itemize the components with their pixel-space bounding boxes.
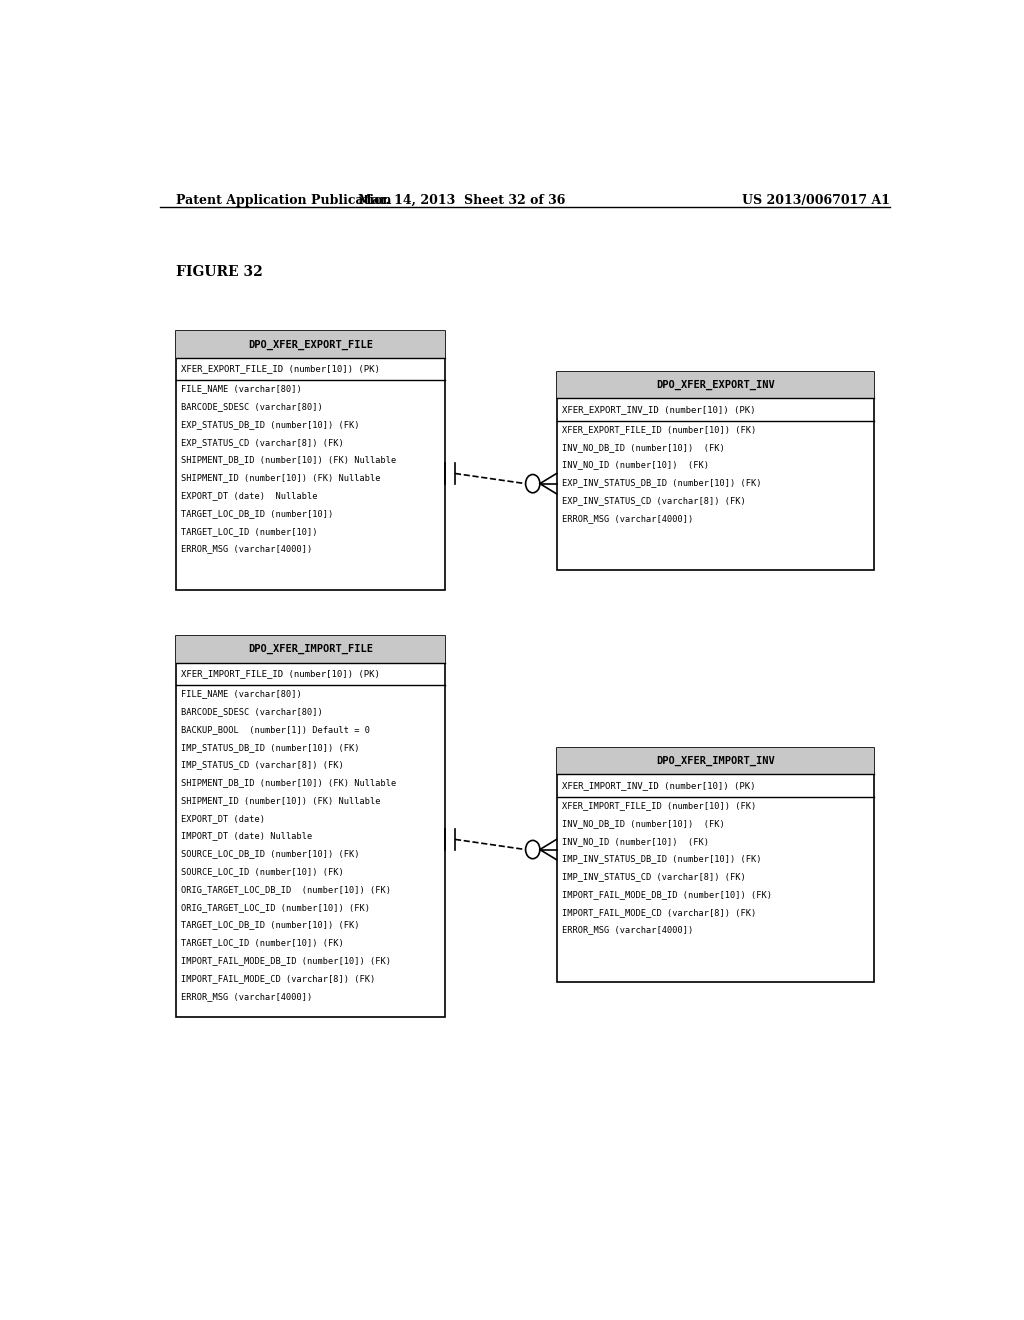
Bar [557, 372, 874, 399]
Text: XFER_EXPORT_FILE_ID (number[10]) (PK): XFER_EXPORT_FILE_ID (number[10]) (PK) [181, 364, 380, 374]
Text: IMP_INV_STATUS_CD (varchar[8]) (FK): IMP_INV_STATUS_CD (varchar[8]) (FK) [562, 873, 745, 882]
Bar [557, 748, 874, 982]
Text: INV_NO_ID (number[10])  (FK): INV_NO_ID (number[10]) (FK) [562, 837, 709, 846]
Bar [176, 636, 445, 1018]
Text: XFER_IMPORT_FILE_ID (number[10]) (PK): XFER_IMPORT_FILE_ID (number[10]) (PK) [181, 669, 380, 678]
Text: IMP_INV_STATUS_DB_ID (number[10]) (FK): IMP_INV_STATUS_DB_ID (number[10]) (FK) [562, 854, 762, 863]
Text: SHIPMENT_ID (number[10]) (FK) Nullable: SHIPMENT_ID (number[10]) (FK) Nullable [181, 796, 381, 805]
Text: EXPORT_DT (date)  Nullable: EXPORT_DT (date) Nullable [181, 491, 317, 500]
Text: XFER_EXPORT_FILE_ID (number[10]) (FK): XFER_EXPORT_FILE_ID (number[10]) (FK) [562, 425, 757, 434]
Text: IMP_STATUS_DB_ID (number[10]) (FK): IMP_STATUS_DB_ID (number[10]) (FK) [181, 743, 359, 751]
Text: BARCODE_SDESC (varchar[80]): BARCODE_SDESC (varchar[80]) [181, 403, 323, 411]
Bar [176, 636, 445, 663]
Bar [557, 748, 874, 775]
Text: DPO_XFER_EXPORT_INV: DPO_XFER_EXPORT_INV [656, 380, 774, 391]
Text: TARGET_LOC_DB_ID (number[10]): TARGET_LOC_DB_ID (number[10]) [181, 510, 334, 517]
Text: XFER_IMPORT_INV_ID (number[10]) (PK): XFER_IMPORT_INV_ID (number[10]) (PK) [562, 781, 756, 789]
Text: TARGET_LOC_ID (number[10]): TARGET_LOC_ID (number[10]) [181, 527, 317, 536]
Text: SOURCE_LOC_ID (number[10]) (FK): SOURCE_LOC_ID (number[10]) (FK) [181, 867, 344, 876]
Text: EXPORT_DT (date): EXPORT_DT (date) [181, 814, 265, 822]
Text: IMPORT_FAIL_MODE_DB_ID (number[10]) (FK): IMPORT_FAIL_MODE_DB_ID (number[10]) (FK) [181, 956, 391, 965]
Text: DPO_XFER_IMPORT_FILE: DPO_XFER_IMPORT_FILE [248, 644, 373, 655]
Text: FILE_NAME (varchar[80]): FILE_NAME (varchar[80]) [181, 384, 302, 393]
Text: EXP_STATUS_DB_ID (number[10]) (FK): EXP_STATUS_DB_ID (number[10]) (FK) [181, 420, 359, 429]
Text: FILE_NAME (varchar[80]): FILE_NAME (varchar[80]) [181, 689, 302, 698]
Text: ERROR_MSG (varchar[4000]): ERROR_MSG (varchar[4000]) [562, 925, 693, 935]
Text: XFER_IMPORT_FILE_ID (number[10]) (FK): XFER_IMPORT_FILE_ID (number[10]) (FK) [562, 801, 757, 810]
Text: IMPORT_FAIL_MODE_DB_ID (number[10]) (FK): IMPORT_FAIL_MODE_DB_ID (number[10]) (FK) [562, 890, 772, 899]
Text: IMPORT_FAIL_MODE_CD (varchar[8]) (FK): IMPORT_FAIL_MODE_CD (varchar[8]) (FK) [181, 974, 376, 983]
Text: ERROR_MSG (varchar[4000]): ERROR_MSG (varchar[4000]) [181, 991, 312, 1001]
Text: DPO_XFER_IMPORT_INV: DPO_XFER_IMPORT_INV [656, 756, 774, 766]
Text: ORIG_TARGET_LOC_ID (number[10]) (FK): ORIG_TARGET_LOC_ID (number[10]) (FK) [181, 903, 370, 912]
Text: INV_NO_DB_ID (number[10])  (FK): INV_NO_DB_ID (number[10]) (FK) [562, 442, 725, 451]
Text: IMPORT_DT (date) Nullable: IMPORT_DT (date) Nullable [181, 832, 312, 841]
Bar [176, 331, 445, 590]
Text: BACKUP_BOOL  (number[1]) Default = 0: BACKUP_BOOL (number[1]) Default = 0 [181, 725, 370, 734]
Text: SHIPMENT_DB_ID (number[10]) (FK) Nullable: SHIPMENT_DB_ID (number[10]) (FK) Nullabl… [181, 779, 396, 787]
Text: ERROR_MSG (varchar[4000]): ERROR_MSG (varchar[4000]) [562, 513, 693, 523]
Bar [176, 331, 445, 358]
Text: SHIPMENT_ID (number[10]) (FK) Nullable: SHIPMENT_ID (number[10]) (FK) Nullable [181, 474, 381, 482]
Text: EXP_STATUS_CD (varchar[8]) (FK): EXP_STATUS_CD (varchar[8]) (FK) [181, 438, 344, 446]
Text: IMP_STATUS_CD (varchar[8]) (FK): IMP_STATUS_CD (varchar[8]) (FK) [181, 760, 344, 770]
Text: BARCODE_SDESC (varchar[80]): BARCODE_SDESC (varchar[80]) [181, 708, 323, 715]
Text: SOURCE_LOC_DB_ID (number[10]) (FK): SOURCE_LOC_DB_ID (number[10]) (FK) [181, 849, 359, 858]
Text: ORIG_TARGET_LOC_DB_ID  (number[10]) (FK): ORIG_TARGET_LOC_DB_ID (number[10]) (FK) [181, 884, 391, 894]
Text: INV_NO_ID (number[10])  (FK): INV_NO_ID (number[10]) (FK) [562, 461, 709, 470]
Text: DPO_XFER_EXPORT_FILE: DPO_XFER_EXPORT_FILE [248, 339, 373, 350]
Bar [557, 372, 874, 570]
Text: US 2013/0067017 A1: US 2013/0067017 A1 [741, 194, 890, 207]
Text: ERROR_MSG (varchar[4000]): ERROR_MSG (varchar[4000]) [181, 544, 312, 553]
Text: EXP_INV_STATUS_DB_ID (number[10]) (FK): EXP_INV_STATUS_DB_ID (number[10]) (FK) [562, 478, 762, 487]
Text: Patent Application Publication: Patent Application Publication [176, 194, 391, 207]
Text: SHIPMENT_DB_ID (number[10]) (FK) Nullable: SHIPMENT_DB_ID (number[10]) (FK) Nullabl… [181, 455, 396, 465]
Text: FIGURE 32: FIGURE 32 [176, 265, 262, 279]
Text: XFER_EXPORT_INV_ID (number[10]) (PK): XFER_EXPORT_INV_ID (number[10]) (PK) [562, 405, 756, 414]
Text: INV_NO_DB_ID (number[10])  (FK): INV_NO_DB_ID (number[10]) (FK) [562, 818, 725, 828]
Text: TARGET_LOC_DB_ID (number[10]) (FK): TARGET_LOC_DB_ID (number[10]) (FK) [181, 920, 359, 929]
Text: Mar. 14, 2013  Sheet 32 of 36: Mar. 14, 2013 Sheet 32 of 36 [357, 194, 565, 207]
Text: TARGET_LOC_ID (number[10]) (FK): TARGET_LOC_ID (number[10]) (FK) [181, 939, 344, 948]
Text: IMPORT_FAIL_MODE_CD (varchar[8]) (FK): IMPORT_FAIL_MODE_CD (varchar[8]) (FK) [562, 908, 757, 917]
Text: EXP_INV_STATUS_CD (varchar[8]) (FK): EXP_INV_STATUS_CD (varchar[8]) (FK) [562, 496, 745, 506]
